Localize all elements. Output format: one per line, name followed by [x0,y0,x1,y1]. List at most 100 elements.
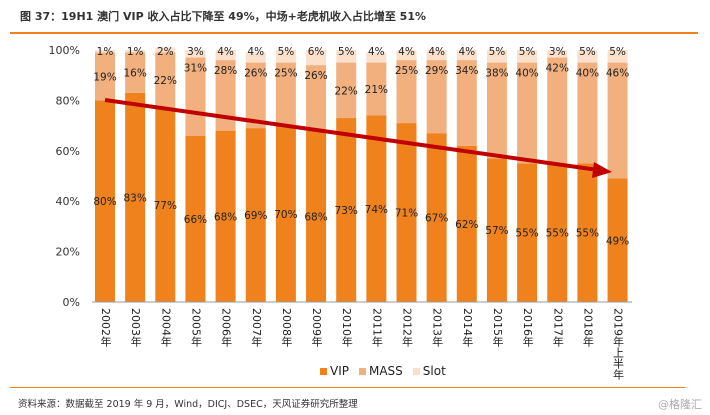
data-label-vip: 55% [515,228,538,240]
data-label-slot: 1% [127,46,144,58]
data-label-slot: 1% [97,46,114,58]
bar-slot [245,52,266,63]
bar-slot [426,50,447,61]
x-tick-label: 2009年 [310,308,324,347]
bar-mass [577,62,598,164]
y-tick-label: 0% [63,296,80,309]
bar-vip [426,133,447,302]
bar-slot [125,50,146,53]
data-label-mass: 38% [485,68,508,80]
data-label-mass: 21% [365,84,388,96]
x-tick-label: 2002年 [99,308,112,347]
bar-slot [577,50,598,63]
y-tick-label: 40% [56,195,80,208]
data-label-slot: 5% [278,46,295,58]
x-tick-label: 2012年 [400,308,414,347]
x-tick-label: 2011年 [370,308,384,347]
data-label-slot: 6% [308,46,325,58]
bar-vip [125,92,146,302]
bar-slot [275,50,296,63]
data-label-vip: 73% [335,205,358,217]
data-label-vip: 68% [214,211,237,223]
x-tick-label: 2006年 [219,308,233,347]
bar-vip [607,178,628,302]
data-label-vip: 67% [425,213,448,225]
data-label-vip: 69% [244,210,267,222]
x-tick-label: 2016年 [521,308,535,347]
watermark: @格隆汇 [658,398,702,411]
bar-slot [607,50,628,63]
bar-slot [456,50,477,61]
data-label-slot: 3% [549,46,566,58]
x-tick-label: 2015年 [490,308,504,347]
legend-label: VIP [330,364,349,378]
x-tick-label: 2014年 [460,308,474,347]
bar-slot [336,50,357,63]
x-tick-label: 2013年 [430,308,444,347]
data-label-mass: 25% [274,68,297,80]
data-label-slot: 4% [368,46,385,58]
bar-vip [547,163,568,302]
legend-label: MASS [368,364,403,378]
bar-mass [185,57,206,136]
bar-mass [396,60,417,124]
bar-vip [245,128,266,302]
bar-mass [336,62,357,119]
data-label-slot: 5% [338,46,355,58]
data-label-mass: 22% [154,75,177,87]
bar-slot [155,47,176,53]
data-label-slot: 5% [489,46,506,58]
data-label-mass: 26% [304,70,327,82]
data-label-mass: 29% [425,65,448,77]
bar-slot [517,50,538,63]
legend-swatch-slot [412,367,420,375]
data-label-vip: 55% [576,228,599,240]
bar-mass [215,60,236,131]
legend-item-slot: Slot [412,364,446,378]
data-label-slot: 3% [187,46,204,58]
data-label-mass: 25% [395,65,418,77]
source-note: 资料来源：数据截至 2019 年 9 月，Wind，DICJ、DSEC，天风证券… [18,399,358,410]
y-tick-label: 60% [56,145,80,158]
data-label-vip: 55% [546,228,569,240]
bar-slot [185,50,206,58]
legend-swatch-mass [358,367,366,375]
bar-vip [155,107,176,303]
x-tick-label: 2010年 [340,308,354,347]
bar-vip [215,130,236,302]
bar-slot [547,50,568,58]
bar-slot [396,50,417,61]
bar-slot [215,50,236,61]
data-label-mass: 42% [546,63,569,75]
bar-vip [486,158,507,302]
data-label-mass: 34% [455,65,478,77]
data-label-slot: 4% [428,46,445,58]
data-label-slot: 4% [217,46,234,58]
x-tick-label: 2004年 [159,308,173,347]
source-divider [10,387,685,388]
bar-mass [125,52,146,93]
data-label-slot: 5% [609,46,626,58]
data-label-mass: 46% [606,68,629,80]
bar-vip [336,118,357,302]
bar-vip [95,100,115,303]
bar-mass [275,62,296,126]
data-label-mass: 22% [335,85,358,97]
bar-mass [95,52,115,101]
bar-slot [95,50,115,53]
y-tick-label: 100% [49,44,80,57]
data-label-mass: 40% [576,68,599,80]
data-label-vip: 62% [455,219,478,231]
bar-mass [456,60,477,146]
data-label-slot: 5% [579,46,596,58]
data-label-slot: 4% [398,46,415,58]
data-label-vip: 49% [606,235,629,247]
trend-arrow-head [592,162,612,178]
data-label-mass: 31% [184,63,207,75]
bar-mass [607,62,628,179]
y-tick-label: 20% [56,246,80,259]
bar-mass [426,60,447,134]
data-label-slot: 4% [247,46,264,58]
y-tick-label: 80% [56,94,80,107]
